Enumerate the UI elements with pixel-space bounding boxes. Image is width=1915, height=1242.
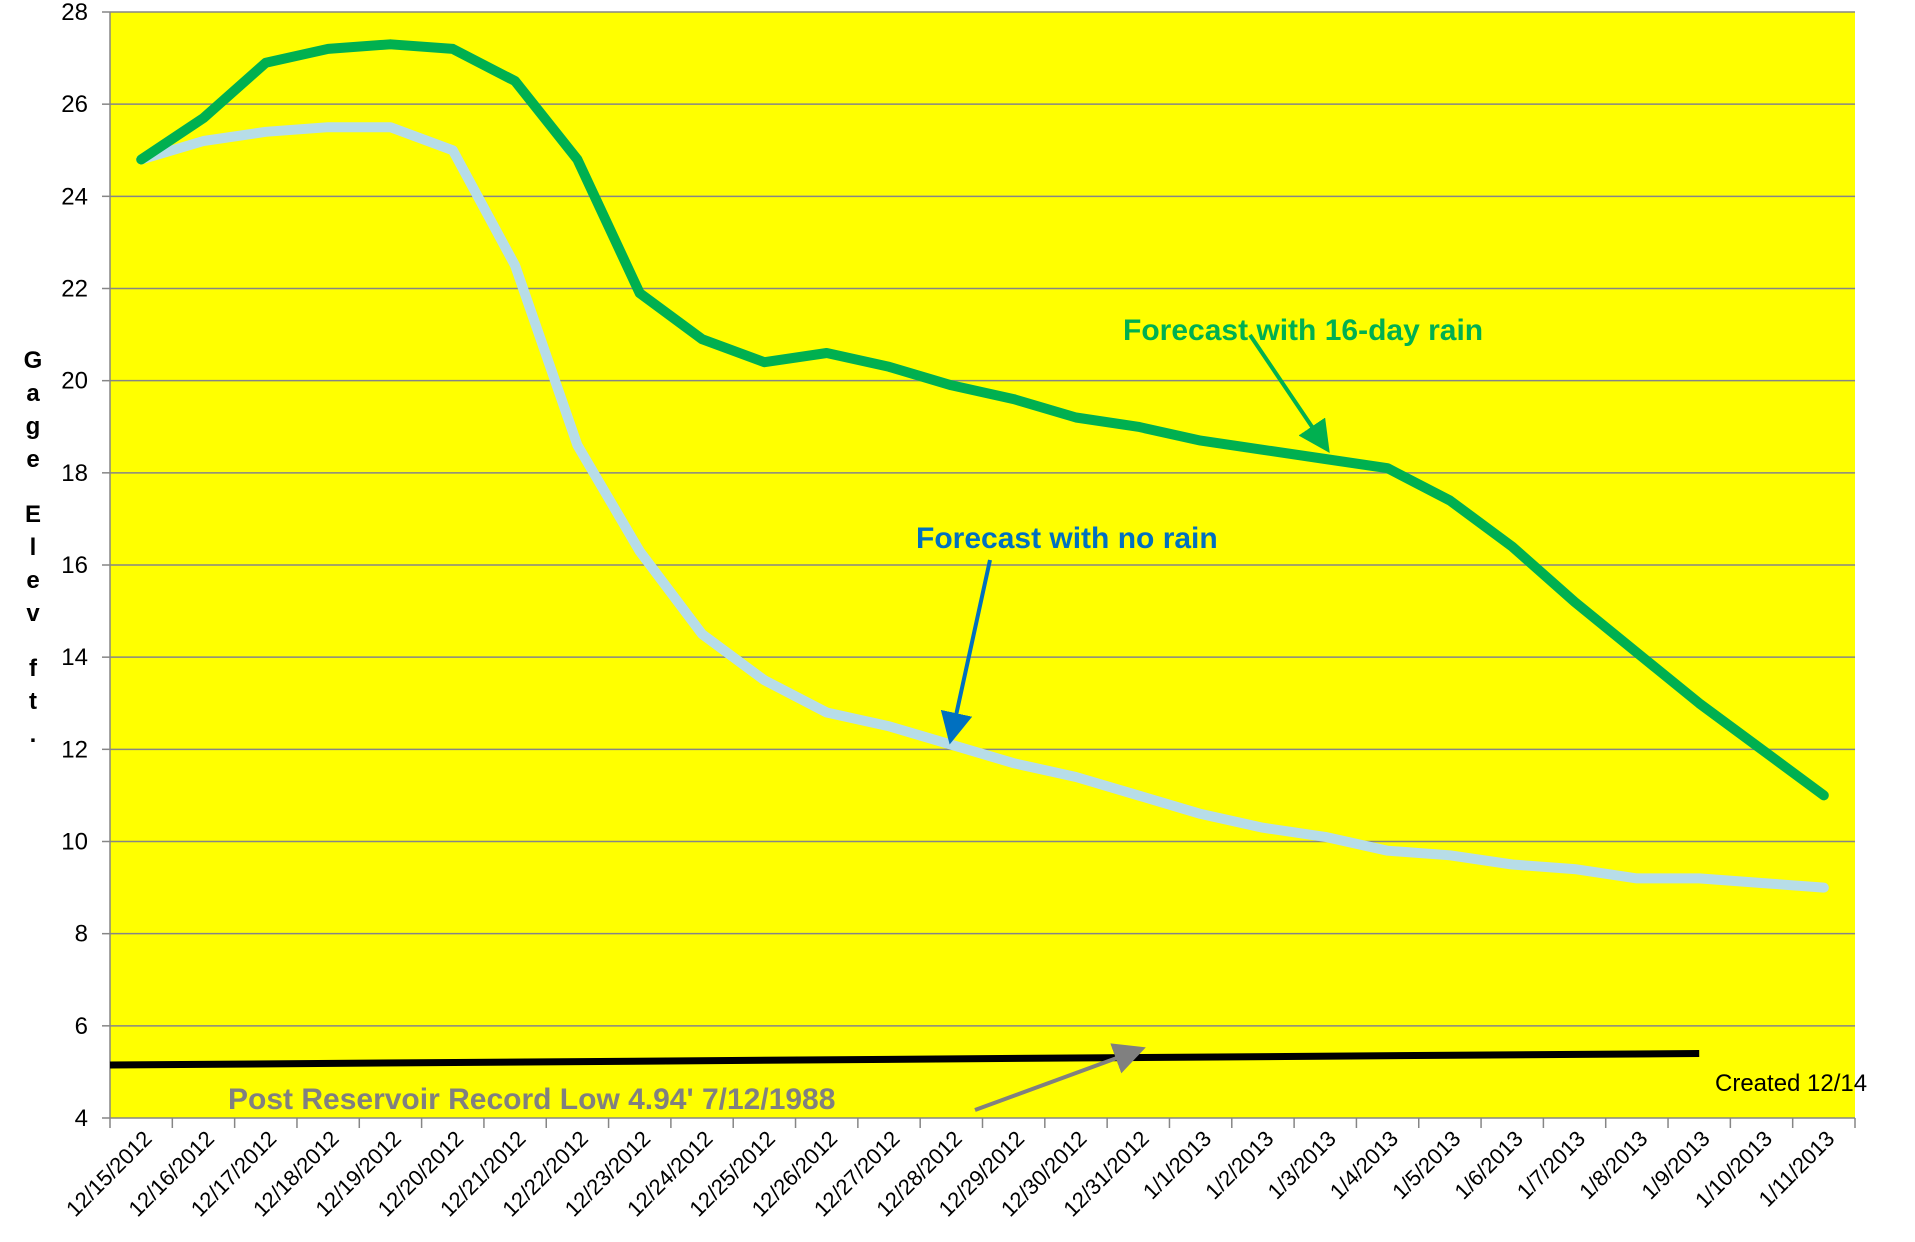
annotation-16-day-rain-label: Forecast with 16-day rain (1123, 314, 1483, 347)
axes (109, 12, 1856, 1128)
y-tick-label: 4 (75, 1105, 88, 1132)
x-tick-label: 1/3/2013 (1263, 1126, 1341, 1204)
x-tick-label: 1/8/2013 (1574, 1126, 1652, 1204)
y-axis-label-char: e (26, 567, 39, 594)
annotation-no-rain: Forecast with no rain (916, 522, 1218, 745)
y-axis-label-char: E (25, 501, 41, 528)
y-axis-label-char: G (24, 347, 43, 374)
y-tick-label: 24 (61, 183, 88, 210)
y-axis-label-char: v (26, 600, 40, 627)
y-axis-label-char: f (29, 655, 38, 682)
footnote-created: Created 12/14 (1715, 1070, 1867, 1097)
annotation-record-low-label: Post Reservoir Record Low 4.94' 7/12/198… (228, 1083, 835, 1116)
record-low-layer (109, 1049, 1700, 1069)
series-line-16-day-rain (136, 39, 1829, 801)
y-axis-label-char: l (30, 534, 37, 561)
y-tick-label: 28 (61, 0, 88, 26)
x-tick-label: 1/7/2013 (1512, 1126, 1590, 1204)
annotation-16-day-rain: Forecast with 16-day rain (1123, 314, 1483, 454)
y-axis-label-char: e (26, 446, 39, 473)
x-tick-label: 1/5/2013 (1387, 1126, 1465, 1204)
y-axis-label-char: g (26, 413, 41, 440)
y-tick-label: 16 (61, 552, 88, 579)
gridlines (102, 11, 1855, 1119)
series-line-no-rain (136, 122, 1829, 893)
y-tick-label: 8 (75, 921, 88, 948)
y-axis-label-char: a (26, 380, 40, 407)
series-layer (136, 39, 1829, 893)
annotation-record-low-arrow (974, 1043, 1146, 1112)
annotation-16-day-rain-arrow (1248, 333, 1330, 454)
x-tick-label: 1/4/2013 (1325, 1126, 1403, 1204)
x-tick-labels: 12/15/201212/16/201212/17/201212/18/2012… (61, 1126, 1839, 1222)
y-tick-label: 10 (61, 829, 88, 856)
y-axis-label-char: t (29, 688, 37, 715)
x-tick-label: 1/1/2013 (1138, 1126, 1216, 1204)
y-tick-label: 22 (61, 276, 88, 303)
annotation-record-low: Post Reservoir Record Low 4.94' 7/12/198… (228, 1043, 1146, 1116)
x-tick-label: 1/2/2013 (1200, 1126, 1278, 1204)
y-tick-label: 20 (61, 368, 88, 395)
record-low-line (109, 1049, 1700, 1069)
annotation-no-rain-arrow (940, 559, 992, 745)
y-tick-labels: 4 6 8 10 12 14 16 18 20 22 24 26 28 (61, 0, 88, 1132)
annotation-no-rain-label: Forecast with no rain (916, 522, 1218, 555)
y-axis-label-char: . (30, 721, 37, 748)
y-tick-label: 18 (61, 460, 88, 487)
y-tick-label: 12 (61, 736, 88, 763)
y-tick-label: 26 (61, 91, 88, 118)
y-tick-label: 6 (75, 1013, 88, 1040)
x-tick-label: 1/6/2013 (1450, 1126, 1528, 1204)
y-tick-label: 14 (61, 644, 88, 671)
